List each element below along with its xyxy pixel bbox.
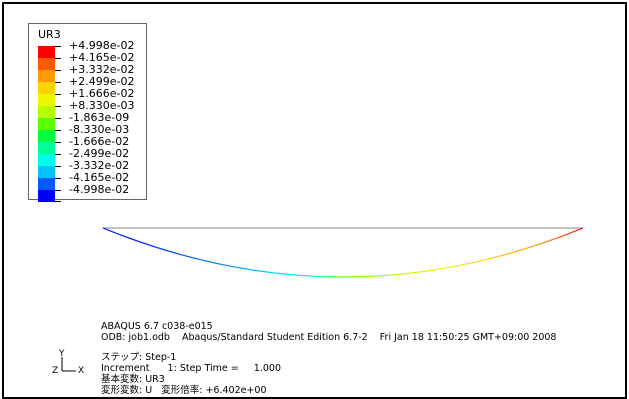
legend-color-swatch bbox=[38, 190, 55, 202]
legend-tick bbox=[55, 178, 61, 179]
legend-color-swatch bbox=[38, 130, 55, 142]
legend-tick bbox=[55, 201, 61, 202]
legend-color-swatch bbox=[38, 46, 55, 58]
legend-color-swatch bbox=[38, 178, 55, 190]
legend-title: UR3 bbox=[38, 28, 61, 41]
deformed-variable-text: 変形変数: U 変形倍率: +6.402e+00 bbox=[101, 385, 267, 396]
triad-x-label: X bbox=[78, 366, 85, 376]
legend-value-label: +4.165e-02 bbox=[69, 51, 135, 64]
legend-color-swatch bbox=[38, 94, 55, 106]
legend-tick bbox=[55, 190, 61, 191]
step-text: ステップ: Step-1 bbox=[101, 352, 177, 363]
legend-value-label: -4.998e-02 bbox=[69, 183, 130, 196]
legend-color-swatch bbox=[38, 154, 55, 166]
legend-color-swatch bbox=[38, 82, 55, 94]
legend-tick bbox=[55, 58, 61, 59]
legend-color-swatch bbox=[38, 58, 55, 70]
legend-value-label: +1.666e-02 bbox=[69, 87, 135, 100]
odb-text: ODB: job1.odb Abaqus/Standard Student Ed… bbox=[101, 332, 557, 343]
legend-value-label: -2.499e-02 bbox=[69, 147, 130, 160]
legend-color-swatch bbox=[38, 118, 55, 130]
legend-tick bbox=[55, 154, 61, 155]
primary-variable-text: 基本変数: UR3 bbox=[101, 374, 165, 385]
legend-value-label: -1.666e-02 bbox=[69, 135, 130, 148]
increment-text: Increment 1: Step Time = 1.000 bbox=[101, 363, 281, 374]
legend-tick bbox=[55, 142, 61, 143]
legend-value-label: -1.863e-09 bbox=[69, 111, 130, 124]
legend-tick bbox=[55, 94, 61, 95]
legend-tick bbox=[55, 46, 61, 47]
triad-z-label: Z bbox=[52, 366, 59, 376]
legend-color-swatch bbox=[38, 70, 55, 82]
legend-value-label: +2.499e-02 bbox=[69, 75, 135, 88]
model-plot bbox=[102, 227, 584, 278]
contour-legend[interactable]: UR3 +4.998e-02 +4.165e-02 +3.332e-02 +2.499… bbox=[28, 23, 147, 202]
legend-tick bbox=[55, 106, 61, 107]
legend-value-label: -4.165e-02 bbox=[69, 171, 130, 184]
legend-tick bbox=[55, 82, 61, 83]
legend-tick bbox=[55, 130, 61, 131]
legend-color-swatch bbox=[38, 166, 55, 178]
legend-value-label: -8.330e-03 bbox=[69, 123, 130, 136]
legend-value-label: +3.332e-02 bbox=[69, 63, 135, 76]
legend-color-swatch bbox=[38, 106, 55, 118]
legend-tick bbox=[55, 118, 61, 119]
legend-value-label: -3.332e-02 bbox=[69, 159, 130, 172]
legend-value-label: +8.330e-03 bbox=[69, 99, 135, 112]
version-text: ABAQUS 6.7 c038-e015 bbox=[101, 321, 213, 332]
triad-y-label: Y bbox=[59, 349, 65, 359]
legend-value-label: +4.998e-02 bbox=[69, 39, 135, 52]
deformed-beam bbox=[102, 227, 584, 278]
axis-triad-icon: Y Z X bbox=[52, 349, 90, 385]
legend-tick bbox=[55, 166, 61, 167]
legend-tick bbox=[55, 70, 61, 71]
legend-color-swatch bbox=[38, 142, 55, 154]
